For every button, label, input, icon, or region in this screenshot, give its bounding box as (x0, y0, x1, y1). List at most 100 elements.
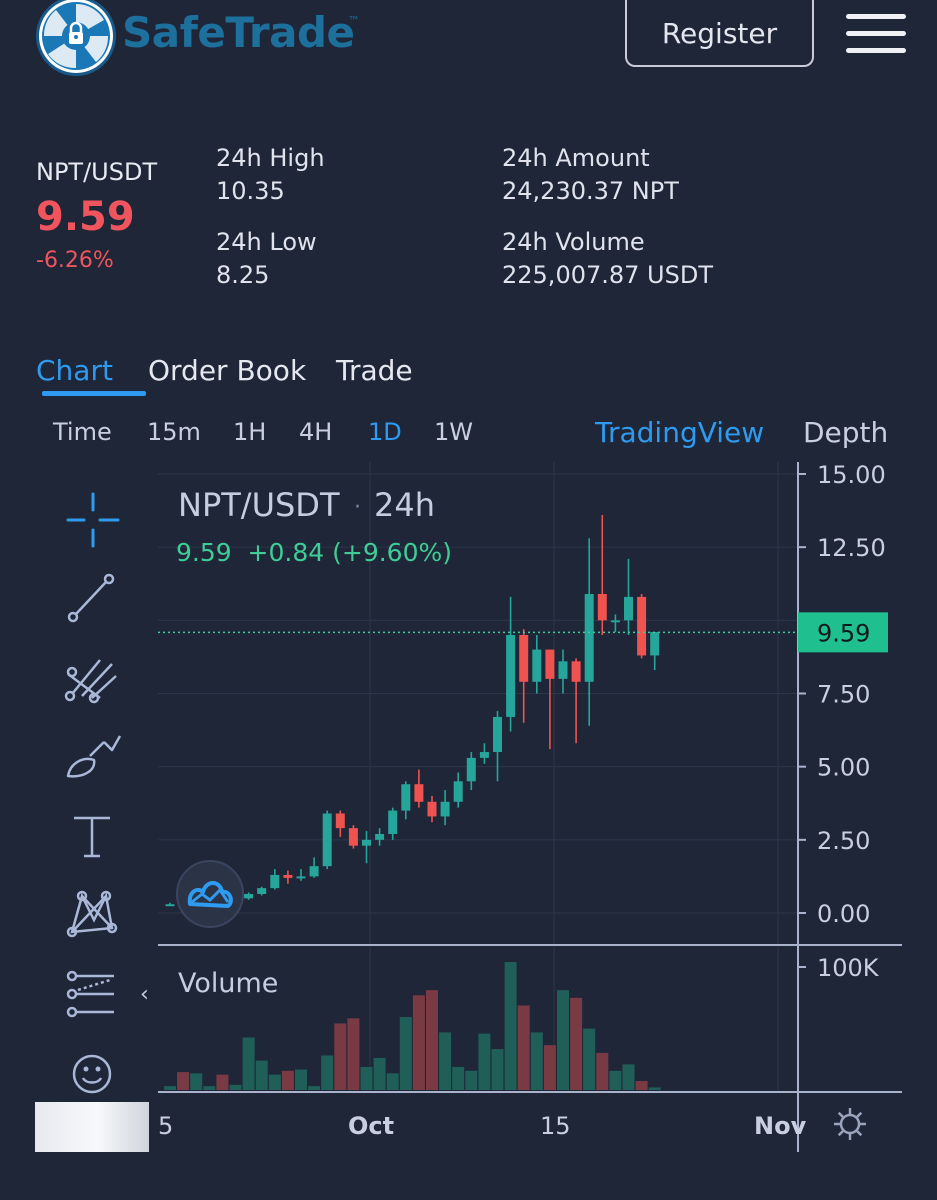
volume-bar (517, 1005, 530, 1090)
view-tabs: Chart Order Book Trade (0, 350, 937, 400)
safetrade-logo-icon (36, 0, 116, 76)
candle-body (624, 596, 633, 621)
hamburger-menu-icon[interactable] (846, 14, 906, 54)
volume-bar (465, 1070, 478, 1090)
pattern-icon[interactable] (60, 884, 124, 948)
price-change: -6.26% (36, 248, 114, 273)
volume-bar (308, 1086, 321, 1090)
text-tool-icon[interactable] (60, 804, 124, 868)
collapse-toolbar-button[interactable]: ‹ (140, 982, 149, 1007)
amount-label: 24h Amount (502, 144, 650, 172)
legend-quote: 9.59 +0.84 (+9.60%) (176, 538, 452, 567)
candle-body (414, 784, 424, 802)
candle-body (427, 801, 437, 817)
tab-trade[interactable]: Trade (336, 354, 413, 387)
price-tick-label: 7.50 (817, 681, 870, 709)
candle-body (401, 784, 411, 811)
trend-line-icon[interactable] (60, 568, 124, 632)
candle-body (257, 888, 267, 894)
candle-body (571, 661, 581, 682)
candle-body (335, 813, 345, 829)
redacted-area (35, 1102, 149, 1152)
crosshair-icon[interactable] (60, 490, 124, 554)
pair-name: NPT/USDT (36, 158, 158, 186)
volume-bar (491, 1049, 504, 1090)
volume-value: 225,007.87 USDT (502, 261, 713, 289)
emoji-icon[interactable] (60, 1042, 124, 1106)
volume-bar (177, 1072, 190, 1090)
volume-bar (334, 1023, 347, 1090)
prediction-icon[interactable] (60, 964, 124, 1028)
candle-body (440, 801, 450, 817)
chart-svg[interactable]: 15.00 12.50 7.50 5.00 2.50 0.00 100K 9.59 5 Oct 15… (158, 462, 902, 1152)
volume-bar (426, 990, 438, 1090)
volume-bar (504, 962, 517, 1090)
register-button[interactable]: Register (625, 0, 814, 67)
volume-bar (609, 1070, 622, 1090)
time-tick-label: Nov (754, 1112, 807, 1140)
time-tick-label: 15 (540, 1112, 571, 1140)
fib-lines-icon[interactable] (60, 646, 124, 710)
brush-icon[interactable] (60, 726, 124, 790)
legend-interval: 24h (374, 486, 435, 524)
volume-bar (399, 1017, 412, 1090)
price-axis: 15.00 12.50 7.50 5.00 2.50 0.00 100K 9.59 5 Oct 15… (158, 462, 888, 1152)
chart-grid (158, 462, 902, 1093)
volume-bar (543, 1045, 556, 1090)
low-value: 8.25 (216, 261, 270, 289)
interval-4h[interactable]: 4H (299, 418, 333, 446)
tab-order-book[interactable]: Order Book (148, 354, 307, 387)
price-tick-label: 15.00 (817, 462, 886, 489)
interval-1d[interactable]: 1D (368, 418, 402, 446)
last-price-tag: 9.59 (817, 619, 870, 647)
logo[interactable] (30, 0, 122, 80)
candle-body (545, 649, 555, 679)
interval-1h[interactable]: 1H (233, 418, 267, 446)
candle-body (519, 634, 529, 682)
volume-bar (373, 1058, 386, 1090)
candle-body (584, 593, 594, 682)
volume-bar (635, 1081, 648, 1090)
time-tick-label: 5 (158, 1112, 173, 1140)
trademark: ™ (348, 14, 360, 28)
candle-body (650, 632, 660, 656)
candle-body (270, 874, 280, 889)
candle-body (506, 634, 516, 717)
app-header: SafeTrade ™ Register (0, 0, 937, 100)
candle-body (597, 593, 607, 621)
candle-body (309, 866, 319, 877)
candle-body (610, 620, 620, 623)
ticker-panel: NPT/USDT 9.59 -6.26% 24h High 10.35 24h … (0, 140, 937, 300)
depth-button[interactable]: Depth (803, 416, 889, 449)
interval-15m[interactable]: 15m (147, 418, 201, 446)
volume-bar (596, 1052, 609, 1090)
candle-body (244, 893, 254, 899)
chart-toolbar: Time 15m 1H 4H 1D 1W TradingView Depth (0, 412, 937, 456)
candle-body (479, 752, 489, 758)
candle-body (493, 716, 502, 753)
candle-body (375, 833, 385, 840)
tab-chart[interactable]: Chart (36, 354, 113, 387)
volume-label: Volume (178, 968, 278, 999)
logo-text: SafeTrade (122, 8, 355, 57)
price-tick-label: 5.00 (817, 754, 870, 782)
interval-time[interactable]: Time (53, 418, 112, 446)
price-chart[interactable]: 15.00 12.50 7.50 5.00 2.50 0.00 100K 9.59 5 Oct 15… (158, 462, 902, 1152)
volume-bar (452, 1066, 465, 1090)
candle-body (637, 596, 647, 656)
tradingview-button[interactable]: TradingView (595, 416, 765, 449)
candle-body (348, 828, 358, 846)
candle-body (453, 781, 463, 802)
volume-bar (583, 1028, 596, 1090)
cloud-logo-button[interactable] (176, 860, 244, 928)
legend-separator: · (354, 495, 361, 520)
interval-1w[interactable]: 1W (434, 418, 473, 446)
gear-icon[interactable] (832, 1106, 868, 1142)
last-price-tag-bg (798, 612, 888, 653)
volume-bar (347, 1018, 360, 1090)
candle-body (388, 810, 398, 834)
volume-bar (190, 1073, 203, 1090)
low-label: 24h Low (216, 228, 317, 256)
active-tab-indicator (42, 391, 146, 396)
volume-bar (478, 1033, 491, 1090)
